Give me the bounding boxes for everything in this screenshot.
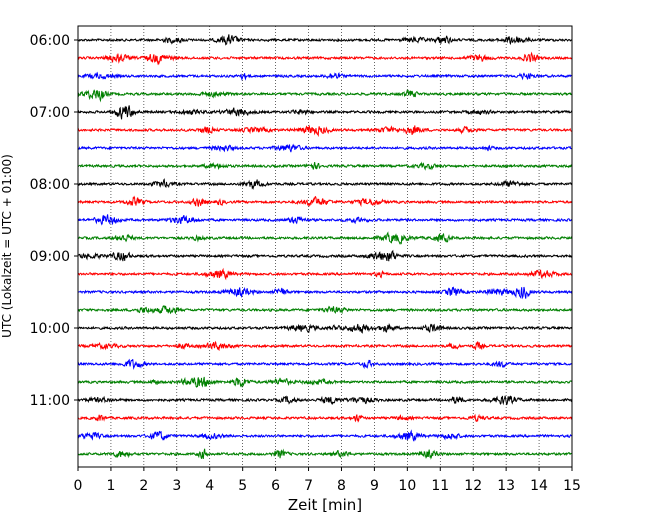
x-tick-label: 6 [271,478,280,494]
x-tick-label: 15 [563,478,581,494]
seismic-trace [77,376,573,388]
seismic-trace [77,448,573,460]
x-tick-label: 13 [497,478,515,494]
seismic-trace [77,195,573,208]
x-tick-label: 8 [337,478,346,494]
y-tick-label: 08:00 [30,177,70,193]
seismic-trace [77,178,573,191]
seismic-trace [77,286,573,300]
seismic-trace [77,429,573,442]
x-tick-label: 12 [464,478,482,494]
seismic-traces [77,34,573,460]
plot-frame [77,25,573,468]
seismic-trace [77,358,573,371]
seismic-trace [77,161,573,171]
seismic-trace [77,395,573,406]
y-tick-label: 06:00 [30,33,70,49]
x-tick-label: 11 [431,478,449,494]
y-axis-label: UTC (Lokalzeit = UTC + 01:00) [0,154,14,338]
seismic-trace [77,105,573,120]
y-tick-label: 09:00 [30,249,70,265]
seismic-trace [77,413,573,423]
seismic-trace [77,143,573,153]
y-tick-label: 10:00 [30,321,70,337]
x-tick-label: 3 [172,478,181,494]
seismic-trace [77,124,573,138]
seismic-trace [77,214,573,226]
seismic-trace [77,51,573,66]
x-tick-label: 2 [139,478,148,494]
seismic-trace [77,267,573,281]
x-tick-label: 4 [205,478,214,494]
y-tick-label: 11:00 [30,393,70,409]
x-tick-label: 9 [370,478,379,494]
x-tick-label: 5 [238,478,247,494]
seismic-trace [77,231,573,245]
seismic-trace [77,249,573,262]
seismic-trace [77,340,573,352]
x-tick-label: 10 [398,478,416,494]
y-tick-label: 07:00 [30,105,70,121]
seismic-trace [77,71,573,81]
seismic-trace [77,34,573,46]
seismic-trace [77,323,573,334]
x-tick-label: 14 [530,478,548,494]
seismic-trace [77,304,573,315]
x-tick-label: 7 [304,478,313,494]
x-tick-label: 0 [74,478,83,494]
x-tick-label: 1 [106,478,115,494]
x-axis-ticks: 0 1 2 3 4 5 6 7 8 9 10 11 12 13 14 15 [74,467,581,494]
y-axis-ticks: 06:00 07:00 08:00 09:00 10:00 11:00 [30,33,78,409]
seismic-trace [77,89,573,103]
x-axis-label: Zeit [min] [288,496,362,514]
